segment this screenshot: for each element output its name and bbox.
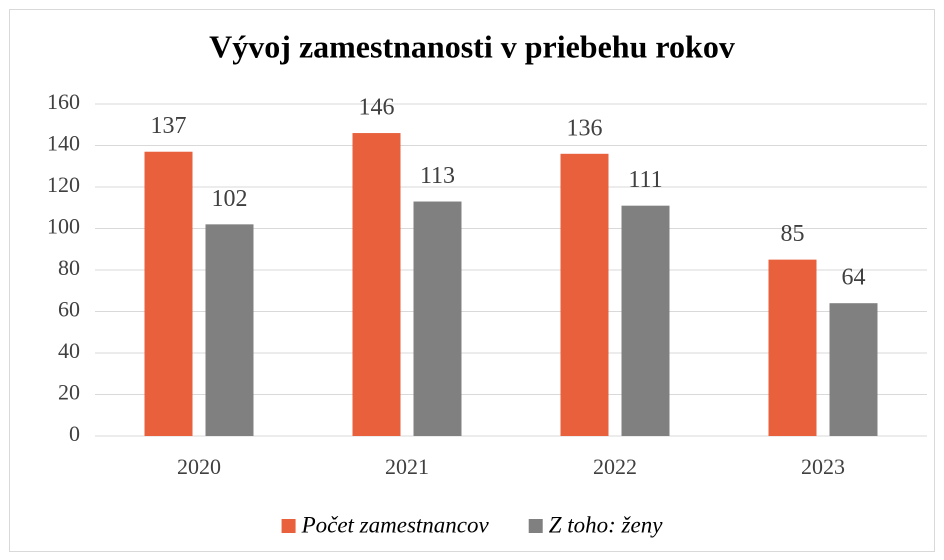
data-label: 111 — [628, 167, 662, 193]
bar — [768, 259, 817, 436]
data-label: 136 — [567, 115, 603, 141]
y-tick-label: 0 — [69, 421, 80, 446]
legend-swatch — [528, 519, 543, 533]
legend-swatch — [281, 519, 296, 533]
x-tick-label: 2021 — [385, 454, 429, 479]
bar — [829, 303, 878, 436]
y-tick-label: 120 — [47, 172, 80, 197]
x-tick-label: 2022 — [593, 454, 637, 479]
bar — [621, 205, 670, 436]
y-tick-label: 60 — [58, 297, 80, 322]
data-label: 146 — [359, 95, 395, 121]
legend-label: Z toho: ženy — [549, 512, 664, 537]
y-tick-label: 40 — [58, 338, 80, 363]
y-tick-label: 100 — [47, 214, 80, 239]
bar — [413, 201, 462, 436]
bar — [205, 224, 254, 436]
bar — [352, 133, 401, 437]
x-tick-label: 2020 — [177, 454, 221, 479]
data-label: 102 — [212, 186, 248, 212]
y-tick-label: 80 — [58, 255, 80, 280]
y-tick-label: 140 — [47, 131, 80, 156]
data-label: 64 — [842, 265, 866, 291]
chart-title: Vývoj zamestnanosti v priebehu rokov — [209, 28, 735, 64]
legend-label: Počet zamestnancov — [301, 512, 490, 537]
x-tick-label: 2023 — [801, 454, 845, 479]
bar — [560, 153, 609, 437]
data-label: 85 — [781, 221, 805, 247]
legend: Počet zamestnancov Z toho: ženy — [281, 512, 664, 537]
bar — [144, 151, 193, 436]
y-tick-label: 160 — [47, 89, 80, 114]
y-tick-label: 20 — [58, 380, 80, 405]
data-label: 113 — [420, 163, 455, 189]
data-label: 137 — [151, 113, 187, 139]
